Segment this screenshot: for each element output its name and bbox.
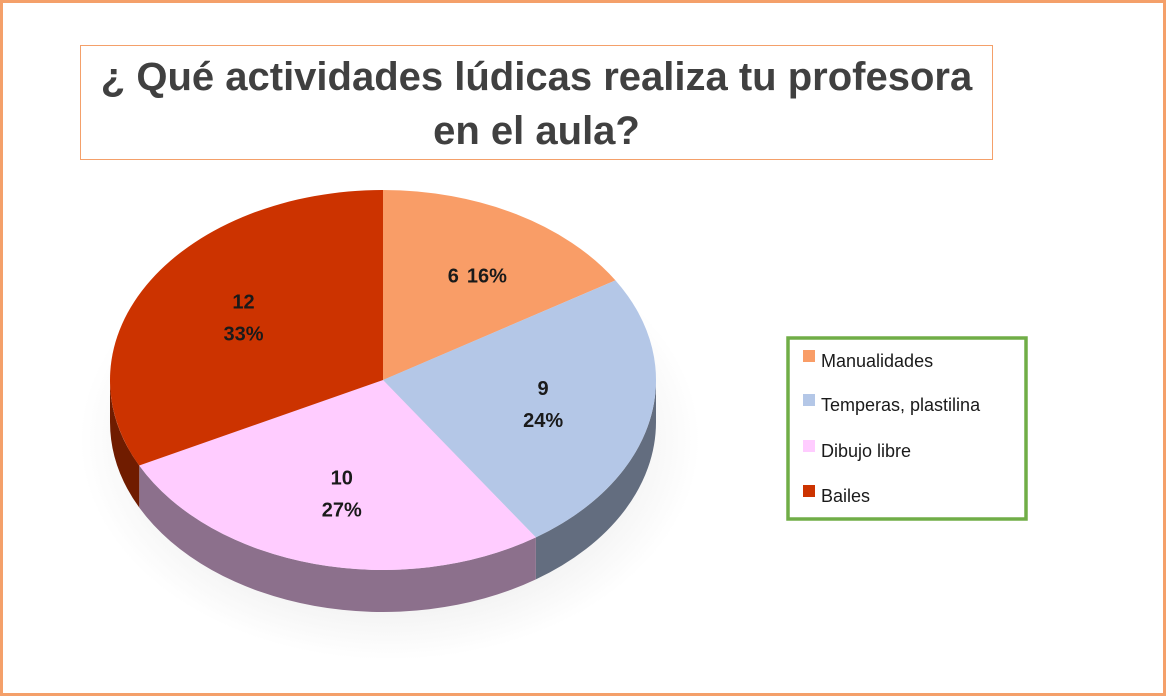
slice [383,190,616,380]
legend-swatch [803,350,815,362]
legend-label: Manualidades [821,351,933,371]
slice [383,280,656,538]
slice [110,190,384,466]
data-label: 27% [322,499,362,521]
legend-label: Dibujo libre [821,441,911,461]
legend-box [786,336,1028,521]
data-label: 9 [538,378,549,400]
legend-swatch [803,394,815,406]
data-label: 24% [523,410,563,432]
slice [139,380,536,570]
slice-side [110,380,140,508]
slice-side [139,465,536,612]
data-label: 10 [331,467,353,489]
legend-swatch [803,485,815,497]
data-label: 12 [232,292,254,314]
data-label: 16% [467,265,507,287]
legend-label: Bailes [821,486,870,506]
data-label: 33% [224,324,264,346]
legend-swatch [803,440,815,452]
data-label: 6 [448,265,459,287]
chart: 6 16% 9 24% 10 27% 12 33% Manualidades Temperas, … [80,190,1028,660]
legend-label: Temperas, plastilina [821,395,981,415]
chart-title: ¿ Qué actividades lúdicas realiza tu pro… [80,45,993,160]
slice-side [535,380,656,580]
